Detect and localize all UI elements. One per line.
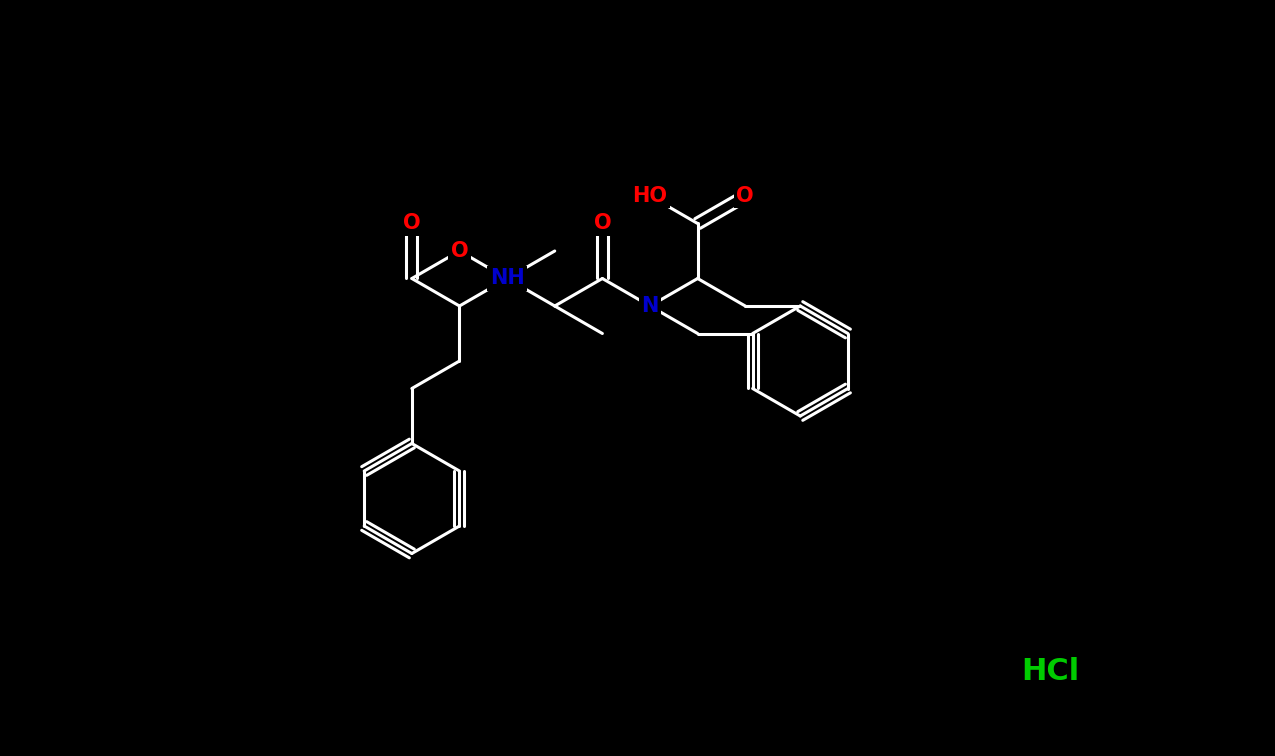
Text: O: O [450, 241, 468, 261]
Text: O: O [594, 213, 611, 234]
Text: HO: HO [632, 186, 668, 206]
Text: N: N [641, 296, 659, 316]
Text: O: O [403, 213, 421, 234]
Text: NH: NH [490, 268, 524, 289]
Text: HCl: HCl [1021, 656, 1079, 686]
Text: O: O [737, 186, 754, 206]
